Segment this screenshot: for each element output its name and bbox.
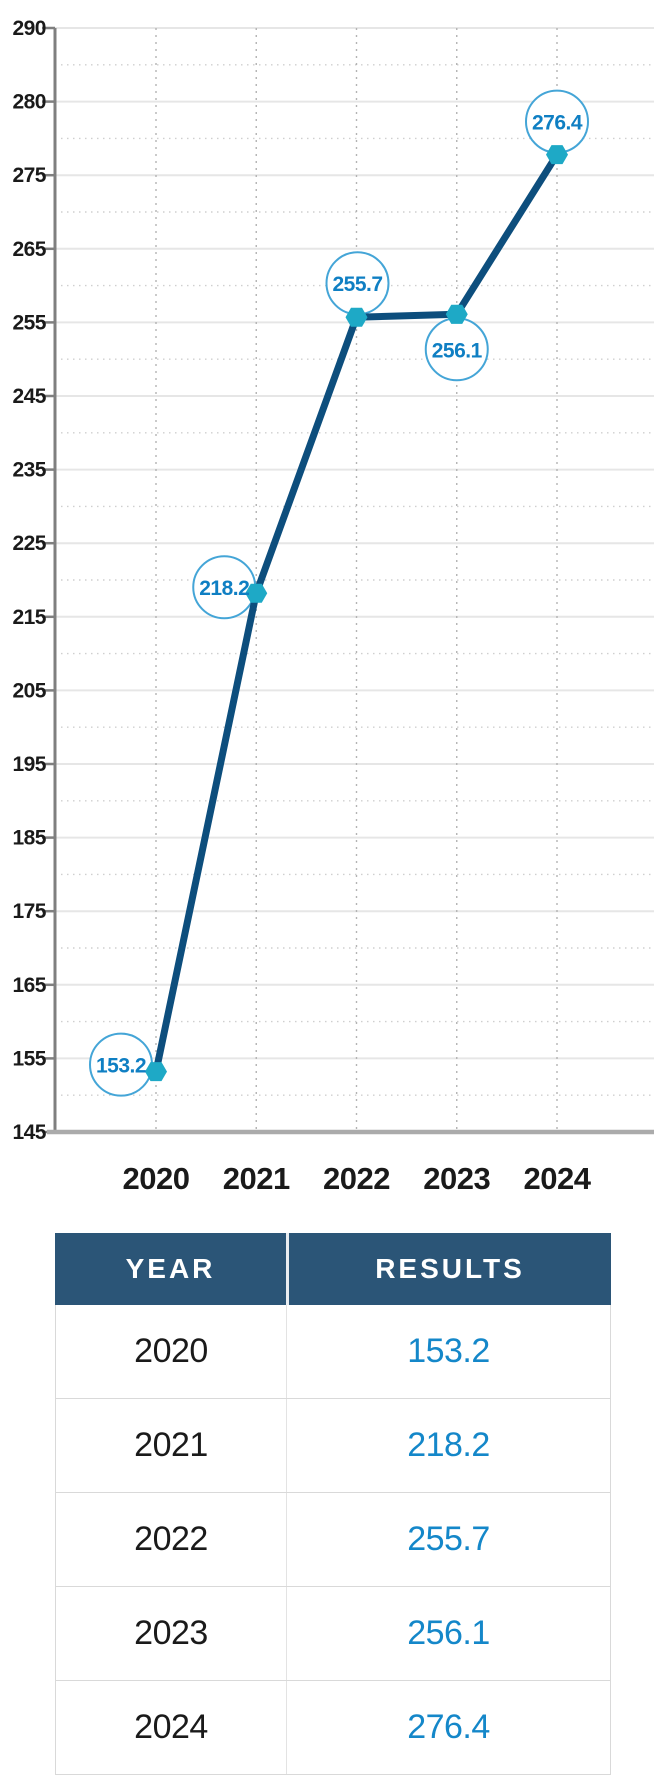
y-tick-label: 255: [12, 311, 46, 334]
y-tick-label: 165: [12, 974, 46, 997]
year-cell: 2022: [134, 1520, 208, 1558]
table-body: 2020 153.2 2021 218.2 2022 255.7 2023 256.1 2024…: [55, 1305, 611, 1775]
line-chart: 290 280 275 265 255 245 235 225 215 205 195 185 175 1…: [12, 17, 654, 1196]
result-cell: 218.2: [286, 1399, 610, 1492]
y-tick-label: 275: [12, 164, 46, 187]
x-tick-label: 2024: [524, 1161, 592, 1196]
x-tick-label: 2022: [323, 1161, 390, 1196]
y-tick-label: 265: [12, 238, 46, 261]
table-row: 2024 276.4: [56, 1681, 610, 1774]
y-tick-label: 280: [12, 91, 46, 114]
point-label: 276.4: [532, 112, 583, 135]
y-tick-label: 205: [12, 679, 46, 702]
result-cell: 153.2: [286, 1305, 610, 1398]
table-row: 2021 218.2: [56, 1399, 610, 1493]
x-tick-label: 2023: [423, 1161, 490, 1196]
data-point-marker: [445, 304, 468, 324]
result-cell: 255.7: [286, 1493, 610, 1586]
result-cell: 276.4: [286, 1681, 610, 1774]
year-column-header: YEAR: [125, 1253, 216, 1284]
results-table: YEAR RESULTS 2020 153.2 2021 218.2 2022 255.7…: [55, 1233, 611, 1775]
y-tick-label: 185: [12, 827, 46, 850]
y-tick-label: 245: [12, 385, 46, 408]
year-cell: 2020: [134, 1332, 208, 1370]
y-tick-label: 235: [12, 459, 46, 482]
y-tick-label: 195: [12, 753, 46, 776]
y-tick-label: 290: [12, 17, 46, 40]
y-tick-label: 215: [12, 606, 46, 629]
y-tick-label: 155: [12, 1047, 46, 1070]
table-header-row: YEAR RESULTS: [55, 1233, 611, 1305]
year-cell: 2024: [134, 1708, 208, 1746]
table-row: 2020 153.2: [56, 1305, 610, 1399]
point-label: 255.7: [332, 273, 382, 296]
y-tick-label: 145: [12, 1121, 46, 1144]
table-row: 2023 256.1: [56, 1587, 610, 1681]
data-point-marker: [546, 145, 568, 165]
y-tick-label: 225: [12, 532, 46, 555]
x-tick-label: 2020: [123, 1161, 190, 1196]
year-cell: 2021: [134, 1426, 208, 1464]
results-column-header: RESULTS: [286, 1233, 611, 1305]
year-cell: 2023: [134, 1614, 208, 1652]
data-point-marker: [145, 1062, 167, 1082]
y-tick-label: 175: [12, 900, 46, 923]
result-cell: 256.1: [286, 1587, 610, 1680]
table-row: 2022 255.7: [56, 1493, 610, 1587]
data-point-marker: [345, 307, 368, 327]
x-tick-label: 2021: [223, 1161, 290, 1196]
point-label: 153.2: [96, 1055, 146, 1078]
data-point-marker: [245, 583, 268, 603]
point-label: 218.2: [199, 577, 249, 600]
point-label: 256.1: [432, 339, 483, 362]
